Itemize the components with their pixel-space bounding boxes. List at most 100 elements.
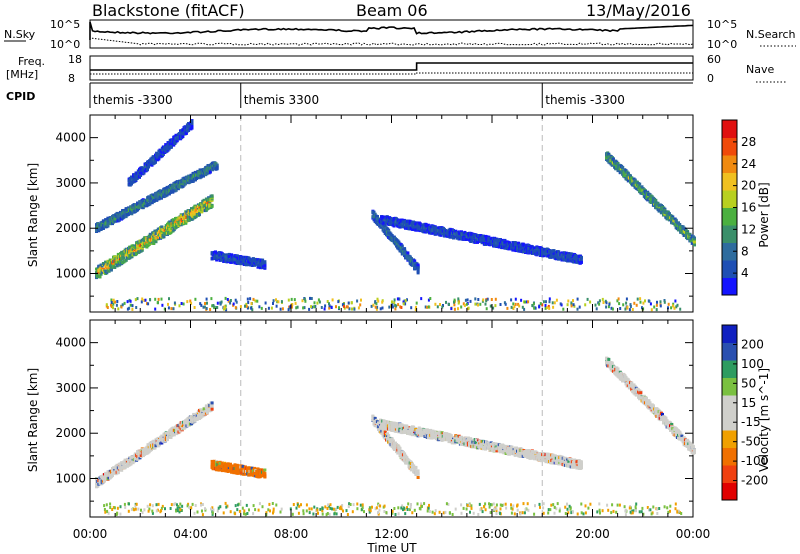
data-cell [560, 251, 564, 255]
data-cell [611, 157, 615, 161]
data-cell [506, 306, 509, 310]
data-cell [630, 177, 634, 181]
data-cell [611, 307, 614, 311]
data-cell [391, 305, 394, 309]
data-cell [229, 301, 232, 305]
data-cell [595, 307, 598, 311]
data-cell [210, 204, 214, 208]
data-cell [501, 238, 505, 242]
cpid-label: CPID [6, 90, 35, 103]
data-cell [140, 166, 144, 170]
data-cell [525, 300, 528, 304]
data-cell [141, 297, 144, 301]
data-cell [555, 298, 558, 302]
data-cell [359, 303, 362, 307]
data-cell [171, 187, 175, 191]
data-cell [185, 125, 189, 129]
data-cell [123, 301, 126, 305]
data-cell [189, 299, 192, 303]
data-cell [314, 305, 317, 308]
data-cell [163, 307, 166, 311]
data-cell [527, 300, 530, 304]
data-cell [350, 301, 353, 305]
data-cell [518, 304, 521, 308]
data-cell [158, 191, 162, 195]
data-cell [403, 247, 407, 251]
station-title: Blackstone (fitACF) [92, 1, 245, 20]
data-cell [453, 300, 455, 304]
data-cell [320, 306, 323, 309]
data-cell [302, 306, 305, 310]
data-cell [598, 299, 601, 303]
data-cell [103, 263, 106, 266]
data-cell [445, 300, 447, 304]
data-cell [169, 144, 173, 148]
data-cell [415, 301, 418, 305]
data-cell [631, 308, 634, 311]
data-cell [167, 147, 171, 151]
nsky-series-line [89, 21, 694, 40]
data-cell [114, 300, 116, 304]
data-cell [245, 302, 248, 306]
data-cell [131, 304, 134, 308]
data-cell [659, 300, 662, 304]
data-cell [294, 301, 297, 305]
data-cell [199, 174, 203, 178]
data-cell [98, 275, 102, 279]
data-cell [211, 304, 214, 308]
data-cell [129, 299, 132, 303]
data-cell [205, 307, 208, 310]
beam-title: Beam 06 [356, 1, 428, 20]
data-cell [665, 212, 669, 216]
data-cell [504, 302, 507, 306]
data-cell [410, 306, 413, 310]
data-cell [146, 302, 148, 306]
data-cell [210, 194, 214, 198]
data-cell [570, 301, 573, 305]
data-cell [453, 307, 456, 311]
freq-tick-top: 18 [68, 53, 82, 66]
data-cell [510, 298, 513, 302]
data-cell [544, 306, 547, 310]
data-cell [232, 302, 235, 306]
data-cell [164, 229, 168, 233]
data-cell [190, 126, 194, 130]
data-cell [512, 247, 516, 251]
data-cell [460, 305, 463, 309]
data-cell [250, 302, 253, 306]
data-cell [101, 226, 105, 230]
data-cell [160, 297, 163, 301]
data-cell [116, 252, 120, 256]
data-cell [276, 300, 279, 304]
data-cell [160, 151, 164, 155]
data-cell [474, 302, 477, 306]
data-cell [168, 297, 170, 301]
data-cell [633, 301, 636, 305]
data-cell [465, 302, 468, 306]
data-cell [671, 304, 674, 308]
data-cell [249, 297, 252, 301]
data-cell [616, 299, 619, 303]
data-cell [693, 240, 696, 244]
data-cell [539, 302, 542, 306]
data-cell [179, 132, 183, 136]
data-cell [310, 305, 313, 309]
data-cell [567, 299, 570, 303]
data-cell [579, 255, 583, 259]
data-cell [112, 306, 114, 310]
data-cell [252, 297, 255, 301]
data-cell [470, 239, 474, 243]
data-cell [122, 256, 126, 260]
data-cell [624, 307, 627, 311]
data-cell [121, 303, 124, 307]
data-cell [524, 300, 527, 304]
data-cell [135, 306, 138, 309]
data-cell [670, 306, 673, 310]
data-cells [95, 119, 696, 312]
data-cell [424, 305, 427, 309]
data-cell [429, 297, 432, 300]
cpid-segment-label: themis 3300 [244, 93, 319, 107]
data-cell [215, 165, 219, 169]
data-cell [156, 301, 159, 305]
data-cell [589, 300, 592, 304]
